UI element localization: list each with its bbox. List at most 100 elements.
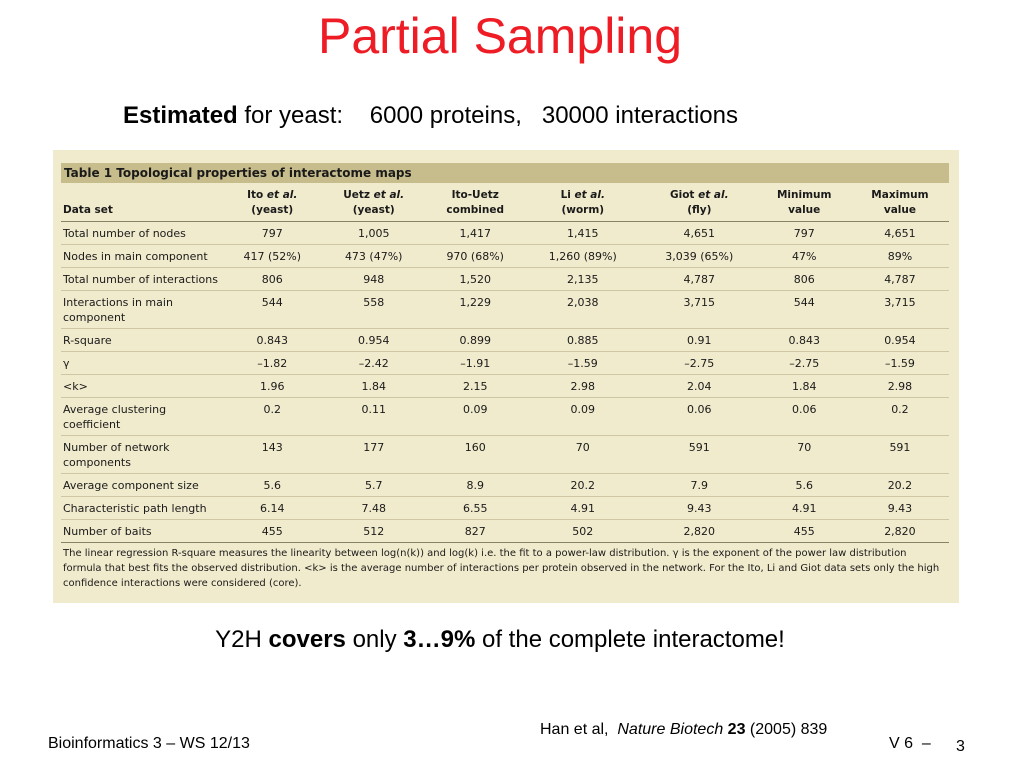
table-cell: 1.96 <box>260 380 285 393</box>
table-cell: 0.09 <box>462 403 488 416</box>
row-label: Number of network components <box>63 441 170 469</box>
subtitle-bold: Estimated <box>123 102 238 129</box>
table-cell: 143 <box>261 441 283 454</box>
table-cell: 1,520 <box>459 273 491 286</box>
table-cell: 8.9 <box>466 479 484 492</box>
column-header-line2: (yeast) <box>352 204 395 216</box>
table-cell: 6.14 <box>260 502 285 515</box>
table-cell: 7.48 <box>361 502 386 515</box>
table-row: Number of network components 143 177 160 70 5… <box>61 436 949 474</box>
table-cell: 5.6 <box>795 479 813 492</box>
table-cell: 0.885 <box>567 334 599 347</box>
column-header-line1: Minimum <box>776 189 832 201</box>
table-cell: 70 <box>575 441 590 454</box>
table-cell: 0.2 <box>891 403 909 416</box>
table-cell: 0.843 <box>256 334 289 347</box>
table-cell: 2.04 <box>687 380 712 393</box>
table-cell: 1,260 (89%) <box>548 250 617 263</box>
column-header: Minimum value <box>758 188 851 222</box>
page-number: 3 <box>956 738 965 755</box>
column-header: Ito-Uetz combined <box>426 188 525 222</box>
table-cell: 0.06 <box>687 403 712 416</box>
row-label: γ <box>63 357 70 370</box>
column-header-line1: Ito-Uetz <box>451 189 499 201</box>
table-cell: 2.98 <box>887 380 913 393</box>
row-label: R-square <box>63 334 112 347</box>
table-cell: 797 <box>261 227 283 240</box>
row-label: <k> <box>63 380 88 393</box>
table-cell: –1.59 <box>567 357 598 370</box>
table-cell: 2.98 <box>570 380 596 393</box>
table-cell: 0.11 <box>361 403 386 416</box>
column-header-line1: Li et al. <box>560 189 605 201</box>
table-cell: 591 <box>889 441 911 454</box>
table-footnote: The linear regression R-square measures … <box>63 548 940 589</box>
table-cell: 2,820 <box>884 525 916 538</box>
table-cell: 160 <box>464 441 486 454</box>
table-cell: 3,715 <box>884 296 916 309</box>
table-cell: 4,651 <box>884 227 916 240</box>
table-cell: 2.15 <box>462 380 488 393</box>
table-cell: 20.2 <box>887 479 913 492</box>
citation-journal: Nature Biotech <box>617 721 724 738</box>
table-row: Total number of nodes 797 1,005 1,417 1,415 4… <box>61 222 949 245</box>
column-header-line2: (worm) <box>561 204 605 216</box>
table-cell: –2.75 <box>684 357 715 370</box>
table-cell: 9.43 <box>687 502 712 515</box>
summary-suffix: of the complete interactome! <box>475 626 785 653</box>
column-header-line2: Data set <box>63 204 113 216</box>
table-cell: 1.84 <box>791 380 817 393</box>
row-label: Average component size <box>63 479 199 492</box>
row-label: Total number of interactions <box>63 273 218 286</box>
table-row: γ –1.82 –2.42 –1.91 –1.59 –2.75 –2.75 –1.59 <box>61 352 949 375</box>
column-header: Uetz et al. (yeast) <box>322 188 426 222</box>
table-cell: 4,787 <box>884 273 916 286</box>
citation-authors: Han et al, <box>540 721 618 738</box>
column-header-line2: combined <box>446 204 504 216</box>
summary-bold-percent: 3…9% <box>403 626 476 653</box>
table-cell: 1,005 <box>357 227 390 240</box>
column-header-line1: Maximum <box>871 189 929 201</box>
table-row: Characteristic path length 6.14 7.48 6.55 4.… <box>61 497 949 520</box>
table-cell: 1.84 <box>361 380 386 393</box>
table-cell: 2,820 <box>683 525 716 538</box>
table-cell: 558 <box>363 296 385 309</box>
table-cell: 4.91 <box>570 502 596 515</box>
table-cell: 70 <box>797 441 812 454</box>
summary-prefix: Y2H <box>215 626 269 653</box>
column-header: Li et al. (worm) <box>525 188 642 222</box>
table-cell: 455 <box>261 525 283 538</box>
table-cell: 5.6 <box>263 479 282 492</box>
table-cell: 1,415 <box>567 227 599 240</box>
slide-title: Partial Sampling <box>317 8 683 64</box>
column-header: Ito et al. (yeast) <box>223 188 322 222</box>
footer-lecture: V 6 – <box>889 735 931 752</box>
column-header: Maximum value <box>851 188 949 222</box>
table-cell: –2.75 <box>789 357 820 370</box>
table-row: Average component size 5.6 5.7 8.9 20.2 7.9 5.… <box>61 474 949 497</box>
subtitle-rest: for yeast: 6000 proteins, 30000 interact… <box>237 102 738 129</box>
table-cell: 0.91 <box>687 334 712 347</box>
table-row: Nodes in main component 417 (52%) 473 (47%… <box>61 245 949 268</box>
citation-volume: 23 <box>727 721 746 738</box>
slide-subtitle: Estimated for yeast: 6000 proteins, 3000… <box>123 102 738 130</box>
table-cell: 4,651 <box>683 227 716 240</box>
table-cell: 970 (68%) <box>446 250 504 263</box>
table-cell: 0.09 <box>570 403 596 416</box>
table-cell: –1.59 <box>884 357 915 370</box>
table-cell: 9.43 <box>887 502 913 515</box>
row-label: Characteristic path length <box>63 502 207 515</box>
table-cell: 5.7 <box>364 479 383 492</box>
table-row: <k> 1.96 1.84 2.15 2.98 2.04 1.84 2.98 <box>61 375 949 398</box>
table-row: Total number of interactions 806 948 1,520 2… <box>61 268 949 291</box>
table-cell: 4,787 <box>683 273 716 286</box>
row-label: Number of baits <box>63 525 152 538</box>
citation: Han et al, Nature Biotech 23 (2005) 839 <box>540 721 827 739</box>
row-label: Nodes in main component <box>63 250 208 263</box>
table-cell: 2,135 <box>567 273 599 286</box>
column-header-line1: Uetz et al. <box>343 189 405 201</box>
table-row: Number of baits 455 512 827 502 2,820 455 2,820 <box>61 520 949 543</box>
citation-rest: (2005) 839 <box>745 721 828 738</box>
table-cell: 0.2 <box>263 403 282 416</box>
table-cell: 544 <box>261 296 283 309</box>
